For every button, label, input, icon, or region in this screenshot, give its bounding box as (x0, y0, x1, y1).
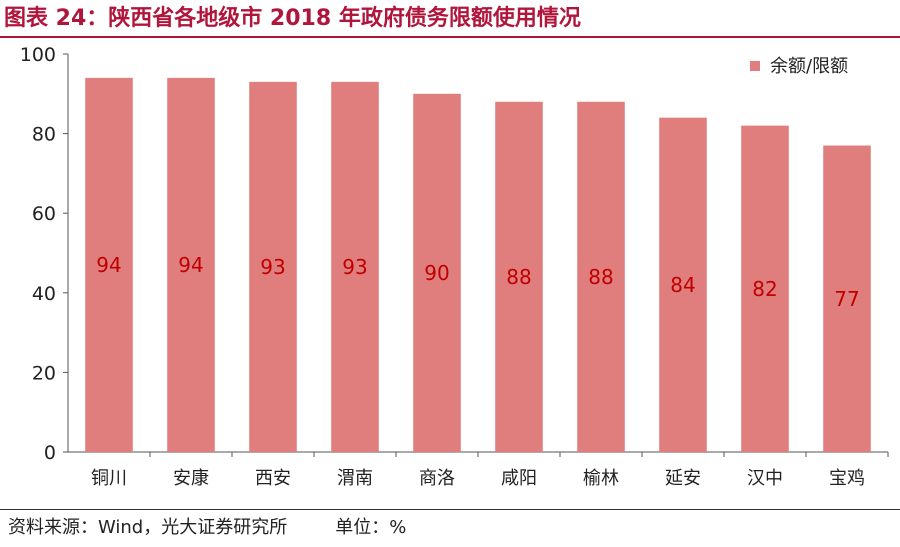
legend-swatch (750, 61, 760, 71)
bar (659, 117, 707, 453)
data-label: 94 (96, 253, 121, 277)
bar (331, 81, 379, 453)
x-tick-label: 商洛 (419, 468, 455, 489)
x-tick-label: 汉中 (747, 468, 783, 489)
data-label: 88 (588, 265, 613, 289)
data-label: 90 (424, 261, 449, 285)
y-tick-label: 40 (32, 283, 56, 305)
data-label: 77 (834, 287, 859, 311)
x-tick-label: 宝鸡 (829, 468, 865, 489)
x-tick-label: 咸阳 (501, 468, 537, 489)
bar (85, 77, 133, 452)
y-tick-label: 100 (20, 44, 56, 66)
y-tick-label: 0 (44, 442, 56, 464)
data-label: 82 (752, 277, 777, 301)
bar-chart: 0 20 40 60 80 100 94 铜川 94 安康 93 西安 93 渭南 90 商洛 88 咸阳 88 榆林… (20, 44, 889, 489)
x-tick-label: 榆林 (583, 468, 619, 489)
x-tick-label: 渭南 (337, 468, 373, 489)
bar (167, 77, 215, 452)
y-tick-label: 20 (32, 362, 56, 384)
title-divider (0, 36, 900, 38)
chart-title: 图表 24：陕西省各地级市 2018 年政府债务限额使用情况 (4, 6, 581, 31)
footer: 资料来源：Wind，光大证券研究所 单位：% (8, 513, 406, 539)
source-note: 资料来源：Wind，光大证券研究所 (8, 517, 288, 538)
bar (823, 145, 871, 452)
bar (741, 125, 789, 452)
data-label: 88 (506, 265, 531, 289)
x-tick-label: 安康 (173, 468, 209, 489)
data-label: 94 (178, 253, 203, 277)
x-tick-label: 西安 (255, 468, 291, 489)
y-tick-label: 80 (32, 124, 56, 146)
bar (249, 81, 297, 453)
bar (577, 101, 625, 452)
unit-note: 单位：% (335, 517, 407, 538)
data-label: 93 (260, 255, 285, 279)
data-label: 93 (342, 255, 367, 279)
data-label: 84 (670, 273, 695, 297)
x-tick-label: 延安 (665, 468, 701, 489)
bar (413, 93, 461, 453)
bar (495, 101, 543, 452)
footer-divider (0, 509, 900, 510)
x-tick-label: 铜川 (91, 468, 127, 489)
legend-label: 余额/限额 (770, 56, 848, 77)
y-tick-label: 60 (32, 203, 56, 225)
